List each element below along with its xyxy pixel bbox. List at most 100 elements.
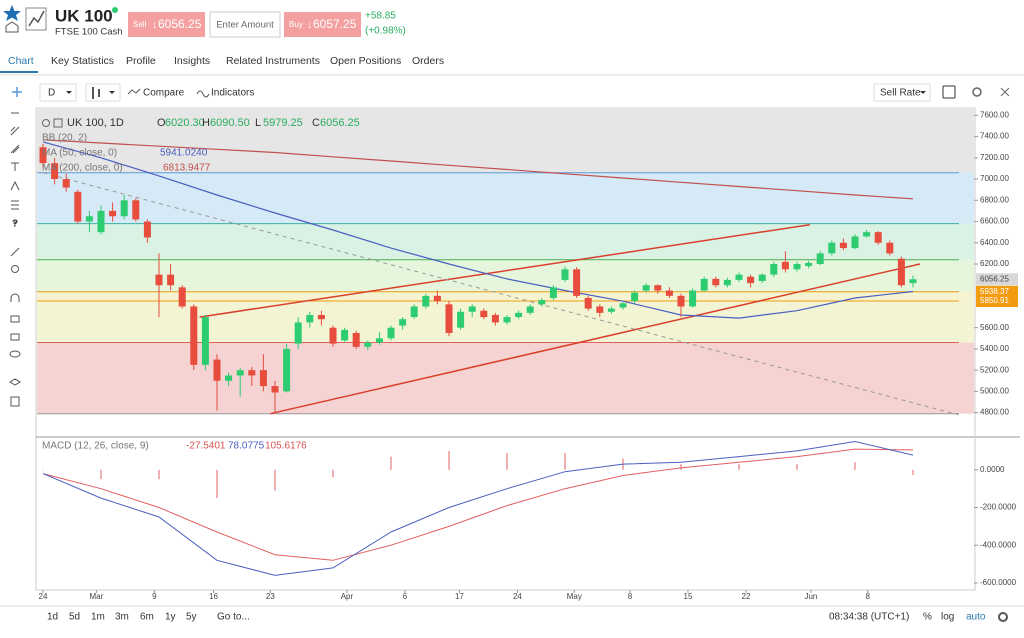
candle-body <box>897 258 905 286</box>
range-button[interactable]: 1y <box>165 612 176 623</box>
indicators-button[interactable]: Indicators <box>211 88 254 99</box>
tool-text[interactable] <box>11 162 19 171</box>
tool-pattern[interactable] <box>10 180 20 191</box>
ma50-line <box>42 141 914 319</box>
macd-tick-label: 0.0000 <box>980 465 1005 474</box>
buy-button[interactable] <box>284 12 361 37</box>
ohlc-letter: C <box>312 117 320 129</box>
range-button[interactable]: 5d <box>69 612 80 623</box>
ohlc-letter: H <box>202 117 210 129</box>
tool-magnet[interactable] <box>10 293 20 302</box>
candle-body <box>375 338 383 343</box>
amount-input[interactable] <box>209 11 281 38</box>
trendline <box>270 263 921 415</box>
candle-body <box>619 303 627 308</box>
range-button[interactable]: 5y <box>186 612 197 623</box>
candle-body <box>422 295 430 307</box>
range-button[interactable]: 1m <box>91 612 105 623</box>
log-toggle[interactable]: log <box>941 612 954 623</box>
candle-body <box>863 232 871 237</box>
rate-dropdown[interactable] <box>873 83 931 102</box>
y-tick-label: 5400.00 <box>980 344 1009 353</box>
ma200-label: MA (200, close, 0) <box>42 163 123 174</box>
bb-label: BB (20, 2) <box>42 133 87 144</box>
x-tick-label: May <box>567 592 582 601</box>
sell-button[interactable] <box>128 12 205 37</box>
tool-lock[interactable] <box>10 315 20 323</box>
legend-collapse[interactable] <box>53 118 63 128</box>
range-button[interactable]: 3m <box>115 612 129 623</box>
change: +58.85 <box>365 11 396 22</box>
range-button[interactable]: 6m <box>140 612 154 623</box>
y-tick-label: 6600.00 <box>980 217 1009 226</box>
tool-unlock[interactable] <box>10 333 20 341</box>
series-title: UK 100, 1D <box>67 117 124 129</box>
legend-icon[interactable] <box>42 119 50 127</box>
candle-body <box>457 311 465 328</box>
ohlc-value: 6090.50 <box>210 117 250 129</box>
crosshair-tool[interactable] <box>12 87 22 97</box>
fullscreen-button[interactable] <box>1000 87 1010 97</box>
x-tick-label: 8 <box>866 592 871 601</box>
x-tick-label: Jun <box>804 592 817 601</box>
candle-body <box>62 179 70 188</box>
tool-layers[interactable] <box>9 378 21 386</box>
tool-fib[interactable] <box>11 200 19 210</box>
settings-button[interactable] <box>972 87 982 97</box>
candle-body <box>364 342 372 347</box>
candle-body <box>317 314 325 320</box>
candle-body <box>178 287 186 307</box>
price-tag <box>976 295 1018 308</box>
tab[interactable]: Open Positions <box>330 55 401 67</box>
macd-label: MACD (12, 26, close, 9) <box>42 441 149 452</box>
candle-body <box>665 290 673 296</box>
tab[interactable]: Profile <box>126 55 156 67</box>
macd-value: 78.0775 <box>228 441 265 452</box>
candle-body <box>549 287 557 298</box>
tool-ruler[interactable] <box>10 247 20 257</box>
interval-dropdown[interactable] <box>39 83 77 102</box>
drawing-tools <box>9 112 21 407</box>
candle-body <box>909 279 917 284</box>
macd-signal-line <box>42 448 914 561</box>
alert-icon[interactable] <box>5 21 19 33</box>
tool-visibility[interactable] <box>9 350 21 358</box>
tool-channel[interactable] <box>10 144 20 154</box>
chart-style-dropdown[interactable] <box>85 83 121 102</box>
candle-body <box>642 285 650 291</box>
tab[interactable]: Orders <box>412 55 444 67</box>
percent-toggle[interactable]: % <box>923 612 932 623</box>
dropdown-caret <box>109 91 115 94</box>
compare-button[interactable]: Compare <box>143 88 185 99</box>
tab[interactable]: Chart <box>8 55 34 67</box>
x-tick-label: 24 <box>513 592 522 601</box>
candle-body <box>213 359 221 381</box>
range-button[interactable]: Go to... <box>217 612 250 623</box>
tool-zoom[interactable] <box>11 265 19 273</box>
help-glyph: ? <box>12 219 18 230</box>
x-tick-label: 22 <box>742 592 751 601</box>
candle-body <box>329 327 337 344</box>
fib-zone <box>37 342 974 414</box>
axis-settings[interactable] <box>998 612 1008 622</box>
tool-delete[interactable] <box>10 396 20 407</box>
auto-toggle[interactable]: auto <box>966 612 986 623</box>
change-percent: (+0.98%) <box>365 26 406 37</box>
candle-body <box>341 329 349 341</box>
candle-body <box>491 314 499 323</box>
x-tick-label: Mar <box>89 592 103 601</box>
tab[interactable]: Key Statistics <box>51 55 114 67</box>
ohlc-value: 6020.30 <box>165 117 205 129</box>
candle-body <box>770 264 778 275</box>
x-tick-label: 15 <box>684 592 693 601</box>
candle-body <box>816 253 824 264</box>
favorite-star[interactable] <box>3 5 21 21</box>
tab[interactable]: Related Instruments <box>226 55 320 67</box>
tool-trend[interactable] <box>10 126 20 136</box>
snapshot-button[interactable] <box>942 85 956 99</box>
tool-help[interactable] <box>13 221 17 225</box>
sell-price: 6056.25 <box>158 17 202 31</box>
range-button[interactable]: 1d <box>47 612 58 623</box>
tab[interactable]: Insights <box>174 55 210 67</box>
